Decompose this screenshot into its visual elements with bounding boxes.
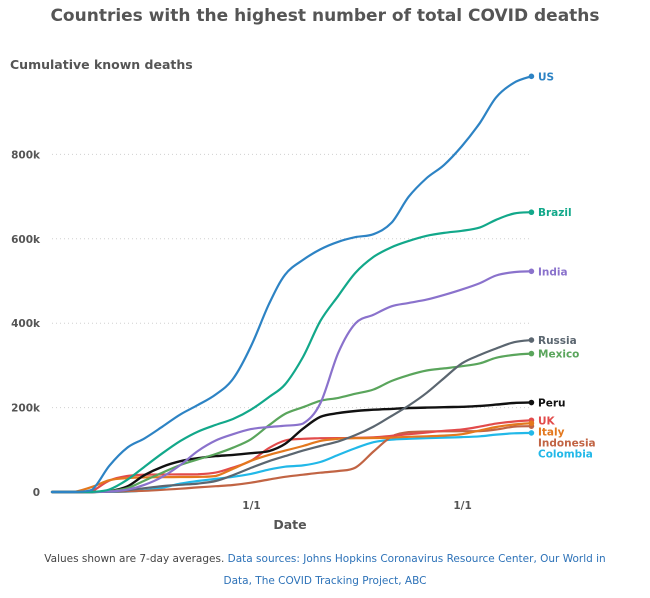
x-tick-label: 1/1 <box>453 500 471 512</box>
series-line-italy <box>50 422 533 494</box>
series-line-mexico <box>50 352 533 494</box>
covid-deaths-chart: 0 200k 400k 600k 800k 1/1 1/1 Date US Brazil India… <box>11 71 596 532</box>
y-tick-label: 200k <box>11 403 41 415</box>
series-end-point-peru <box>528 399 535 406</box>
data-sources-link[interactable]: Data sources: Johns Hopkins Coronavirus … <box>227 553 606 565</box>
series-line-brazil <box>50 211 533 494</box>
series-label-colombia: Colombia <box>538 448 593 460</box>
series-line-india <box>50 270 533 494</box>
y-axis-label: Cumulative known deaths <box>10 57 193 72</box>
series-end-point-russia <box>528 337 535 343</box>
series-line-us <box>50 75 533 494</box>
x-axis-label: Date <box>273 517 306 532</box>
series-line-peru <box>50 401 533 494</box>
footer-note: Values shown are 7-day averages. <box>44 553 225 565</box>
series-label-russia: Russia <box>538 335 577 347</box>
y-tick-label: 600k <box>11 234 41 246</box>
series-end-point-india <box>528 268 535 275</box>
series-end-point-italy <box>528 420 535 427</box>
series-end-point-brazil <box>528 209 535 216</box>
series-label-us: US <box>538 71 554 83</box>
series-label-italy: Italy <box>538 426 565 438</box>
y-tick-label: 400k <box>11 318 41 330</box>
y-tick-label: 0 <box>33 487 40 499</box>
series-label-uk: UK <box>538 415 556 427</box>
x-tick-label: 1/1 <box>242 500 260 512</box>
series-end-point-mexico <box>528 350 535 357</box>
footer-line-2: Data, The COVID Tracking Project, ABC <box>0 575 650 587</box>
series-label-indonesia: Indonesia <box>538 437 596 449</box>
chart-title: Countries with the highest number of tot… <box>50 6 600 26</box>
series-end-point-colombia <box>528 430 535 436</box>
series-line-uk <box>50 419 533 494</box>
series-label-brazil: Brazil <box>538 207 572 219</box>
series-label-mexico: Mexico <box>538 349 579 361</box>
series-end-point-us <box>528 73 535 80</box>
series-line-russia <box>50 339 533 494</box>
footer-line-1: Values shown are 7-day averages. Data so… <box>0 553 650 565</box>
series-label-peru: Peru <box>538 398 565 410</box>
data-sources-link-cont[interactable]: Data, The COVID Tracking Project, ABC <box>223 575 427 587</box>
series-label-india: India <box>538 266 568 278</box>
y-tick-label: 800k <box>11 149 41 161</box>
